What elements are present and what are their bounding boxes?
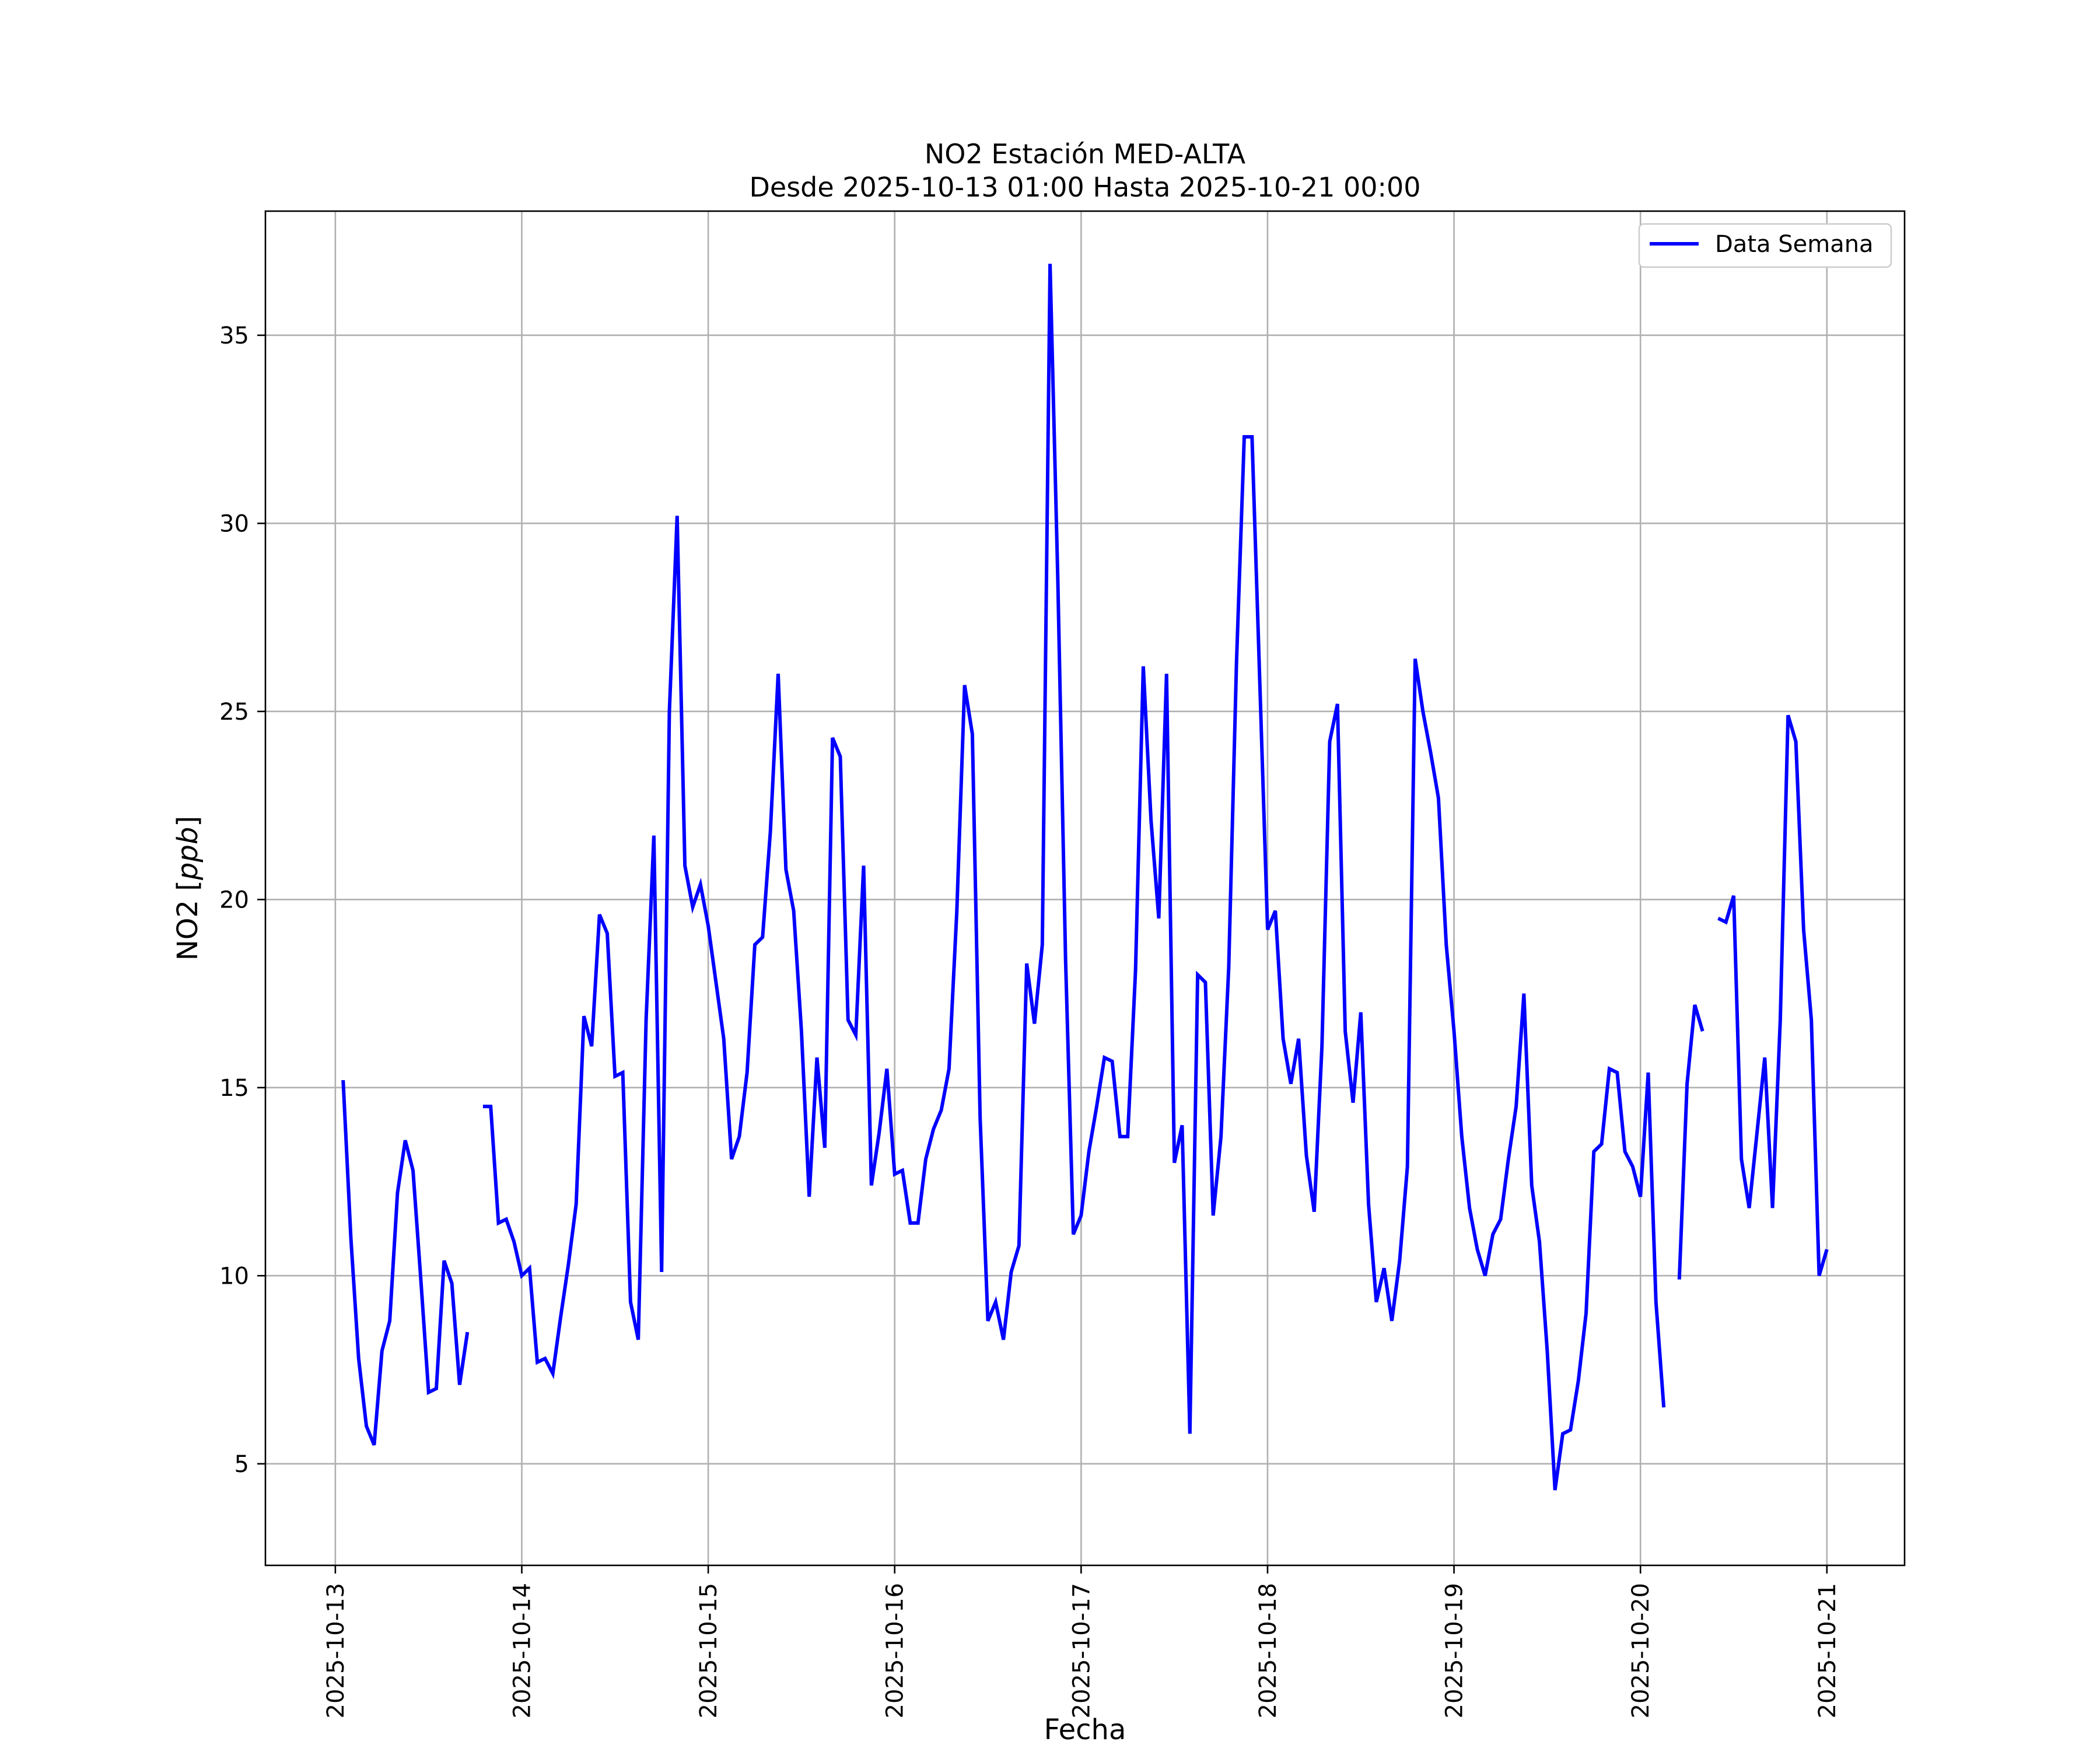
y-tick-label: 25: [219, 699, 249, 726]
legend-box: [1638, 223, 1892, 268]
x-tick-label: 2025-10-18: [1255, 1583, 1282, 1718]
grid: [265, 211, 1905, 1565]
y-tick-label: 20: [219, 886, 249, 913]
chart-title-line1: NO2 Estación MED-ALTA: [925, 138, 1246, 170]
x-tick-label: 2025-10-14: [509, 1583, 536, 1718]
y-tick-label: 15: [219, 1075, 249, 1102]
plot-frame: [264, 210, 1906, 1567]
x-tick-label: 2025-10-20: [1628, 1583, 1654, 1718]
y-axis-unit: ppb: [172, 827, 204, 881]
y-tick-label: 30: [219, 510, 249, 537]
x-tick-label: 2025-10-17: [1068, 1583, 1095, 1718]
y-axis-label: NO2 [ppb]: [172, 816, 204, 961]
x-tick-label: 2025-10-21: [1814, 1583, 1841, 1718]
x-tick-label: 2025-10-16: [882, 1583, 909, 1718]
series-line-layer: [341, 264, 1829, 1491]
chart-title-line2: Desde 2025-10-13 01:00 Hasta 2025-10-21 …: [749, 171, 1420, 203]
series-line: [341, 264, 1829, 1491]
x-tick-label: 2025-10-19: [1441, 1583, 1468, 1718]
x-tick-label: 2025-10-13: [323, 1583, 349, 1718]
y-tick-label: 35: [219, 323, 249, 349]
legend-label: Data Semana: [1715, 231, 1874, 258]
legend: Data Semana: [1638, 223, 1892, 268]
y-tick-label: 5: [235, 1451, 249, 1478]
ticks: 2025-10-13 2025-10-14 2025-10-15 2025-10-16…: [219, 323, 1841, 1719]
x-axis-label: Fecha: [1044, 1714, 1126, 1746]
x-tick-label: 2025-10-15: [695, 1583, 722, 1718]
y-tick-label: 10: [219, 1263, 249, 1290]
